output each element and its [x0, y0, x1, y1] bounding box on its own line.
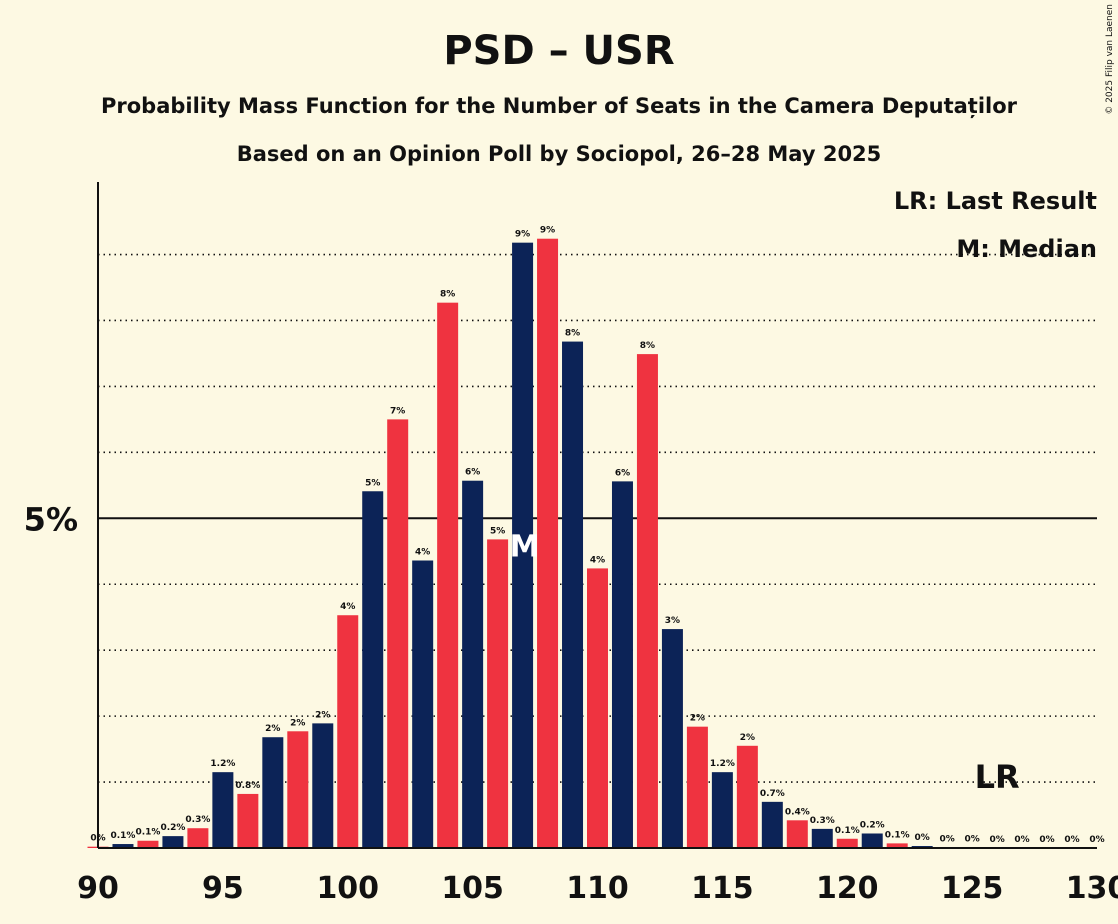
x-tick-label: 125: [941, 871, 1004, 906]
copyright-note: © 2025 Filip van Laenen: [1105, 4, 1115, 115]
data-label-seat-120: 0.1%: [835, 826, 860, 836]
bar-seat-121: [861, 833, 883, 848]
data-label-seat-119: 0.3%: [810, 816, 835, 826]
data-label-seat-114: 2%: [690, 714, 705, 724]
bar-seat-115: [711, 772, 733, 848]
bar-seat-119: [811, 828, 833, 848]
data-label-seat-109: 8%: [565, 329, 580, 339]
data-label-seat-126: 0%: [989, 835, 1004, 845]
data-label-seat-101: 5%: [365, 478, 380, 488]
x-tick-label: 110: [566, 871, 629, 906]
data-label-seat-99: 2%: [315, 710, 330, 720]
y-ticks: 5%: [24, 500, 78, 538]
data-label-seat-110: 4%: [590, 555, 605, 565]
bar-seat-112: [636, 354, 658, 848]
data-label-seat-115: 1.2%: [710, 759, 735, 769]
data-label-seat-123: 0%: [915, 833, 930, 843]
data-label-seat-117: 0.7%: [760, 789, 785, 799]
bar-seat-120: [836, 838, 858, 848]
data-label-seat-112: 8%: [640, 341, 655, 351]
data-label-seat-96: 0.8%: [235, 781, 260, 791]
data-label-seat-92: 0.1%: [135, 828, 160, 838]
data-label-seat-129: 0%: [1064, 835, 1079, 845]
data-label-seat-125: 0%: [964, 834, 979, 844]
bar-seat-98: [287, 731, 309, 848]
data-label-seat-127: 0%: [1014, 835, 1029, 845]
bar-seat-104: [437, 302, 459, 849]
data-label-seat-104: 8%: [440, 290, 455, 300]
x-tick-label: 115: [691, 871, 754, 906]
data-label-seat-122: 0.1%: [885, 830, 910, 840]
legend-median: M: Median: [956, 235, 1097, 263]
bar-seat-107: [512, 242, 534, 848]
bar-seat-114: [686, 726, 708, 848]
bar-seat-96: [237, 793, 259, 848]
bar-seat-116: [736, 745, 758, 848]
x-tick-label: 120: [816, 871, 879, 906]
data-label-seat-91: 0.1%: [110, 831, 135, 841]
data-label-seat-100: 4%: [340, 602, 355, 612]
bar-seat-110: [587, 568, 608, 848]
bar-seat-100: [337, 615, 359, 848]
legend-last-result: LR: Last Result: [894, 187, 1097, 215]
data-label-seat-103: 4%: [415, 547, 430, 557]
chart-subtitle: Probability Mass Function for the Number…: [101, 94, 1018, 119]
bar-seat-94: [187, 828, 209, 848]
x-tick-label: 130: [1066, 871, 1118, 906]
bar-seat-117: [761, 801, 783, 848]
bar-seat-122: [886, 843, 908, 848]
bar-seat-95: [212, 772, 234, 848]
data-label-seat-95: 1.2%: [210, 759, 235, 769]
x-tick-label: 90: [77, 871, 119, 906]
bar-seat-103: [412, 560, 434, 848]
data-label-seat-113: 3%: [665, 616, 680, 626]
data-label-seat-121: 0.2%: [860, 820, 885, 830]
data-label-seat-130: 0%: [1089, 835, 1104, 845]
data-label-seat-124: 0%: [940, 834, 955, 844]
data-label-seat-93: 0.2%: [160, 823, 185, 833]
y-tick-label: 5%: [24, 500, 78, 538]
data-label-seat-118: 0.4%: [785, 807, 810, 817]
x-ticks: 90 95 100 105 110 115 120 125 130: [77, 871, 1118, 906]
markers: M LR: [510, 529, 1020, 796]
data-label-seat-94: 0.3%: [185, 815, 210, 825]
bar-seat-109: [562, 341, 584, 848]
data-label-seat-111: 6%: [615, 468, 630, 478]
data-label-seat-116: 2%: [740, 733, 755, 743]
bar-seat-108: [537, 238, 559, 848]
data-label-seat-102: 7%: [390, 406, 405, 416]
chart-title: PSD – USR: [443, 28, 674, 74]
data-label-seat-97: 2%: [265, 724, 280, 734]
axes: [97, 182, 1097, 849]
x-tick-label: 100: [316, 871, 379, 906]
data-label-seat-107: 9%: [515, 230, 530, 240]
chart-subtitle-poll: Based on an Opinion Poll by Sociopol, 26…: [237, 142, 882, 166]
bar-seat-111: [611, 481, 633, 848]
bar-seat-118: [786, 820, 808, 848]
data-labels: 0%0.1%0.1%0.2%0.3%1.2%0.8%2%2%2%4%5%7%4%…: [90, 226, 1104, 845]
bar-seat-102: [387, 419, 409, 848]
bar-seat-92: [137, 840, 159, 848]
bar-seat-91: [112, 844, 134, 848]
bar-seat-101: [362, 491, 384, 848]
data-label-seat-108: 9%: [540, 226, 555, 236]
data-label-seat-106: 5%: [490, 526, 505, 536]
data-label-seat-98: 2%: [290, 718, 305, 728]
x-tick-label: 105: [441, 871, 504, 906]
bar-seat-99: [312, 723, 334, 848]
data-label-seat-105: 6%: [465, 468, 480, 478]
bar-seat-106: [487, 539, 509, 848]
bar-seat-105: [462, 480, 484, 848]
bar-seat-93: [162, 836, 184, 848]
bar-seat-113: [661, 629, 683, 848]
bar-seat-97: [262, 737, 284, 848]
median-marker: M: [510, 529, 540, 564]
data-label-seat-128: 0%: [1039, 835, 1054, 845]
bars: [87, 238, 983, 849]
x-tick-label: 95: [202, 871, 244, 906]
last-result-marker: LR: [975, 758, 1020, 796]
